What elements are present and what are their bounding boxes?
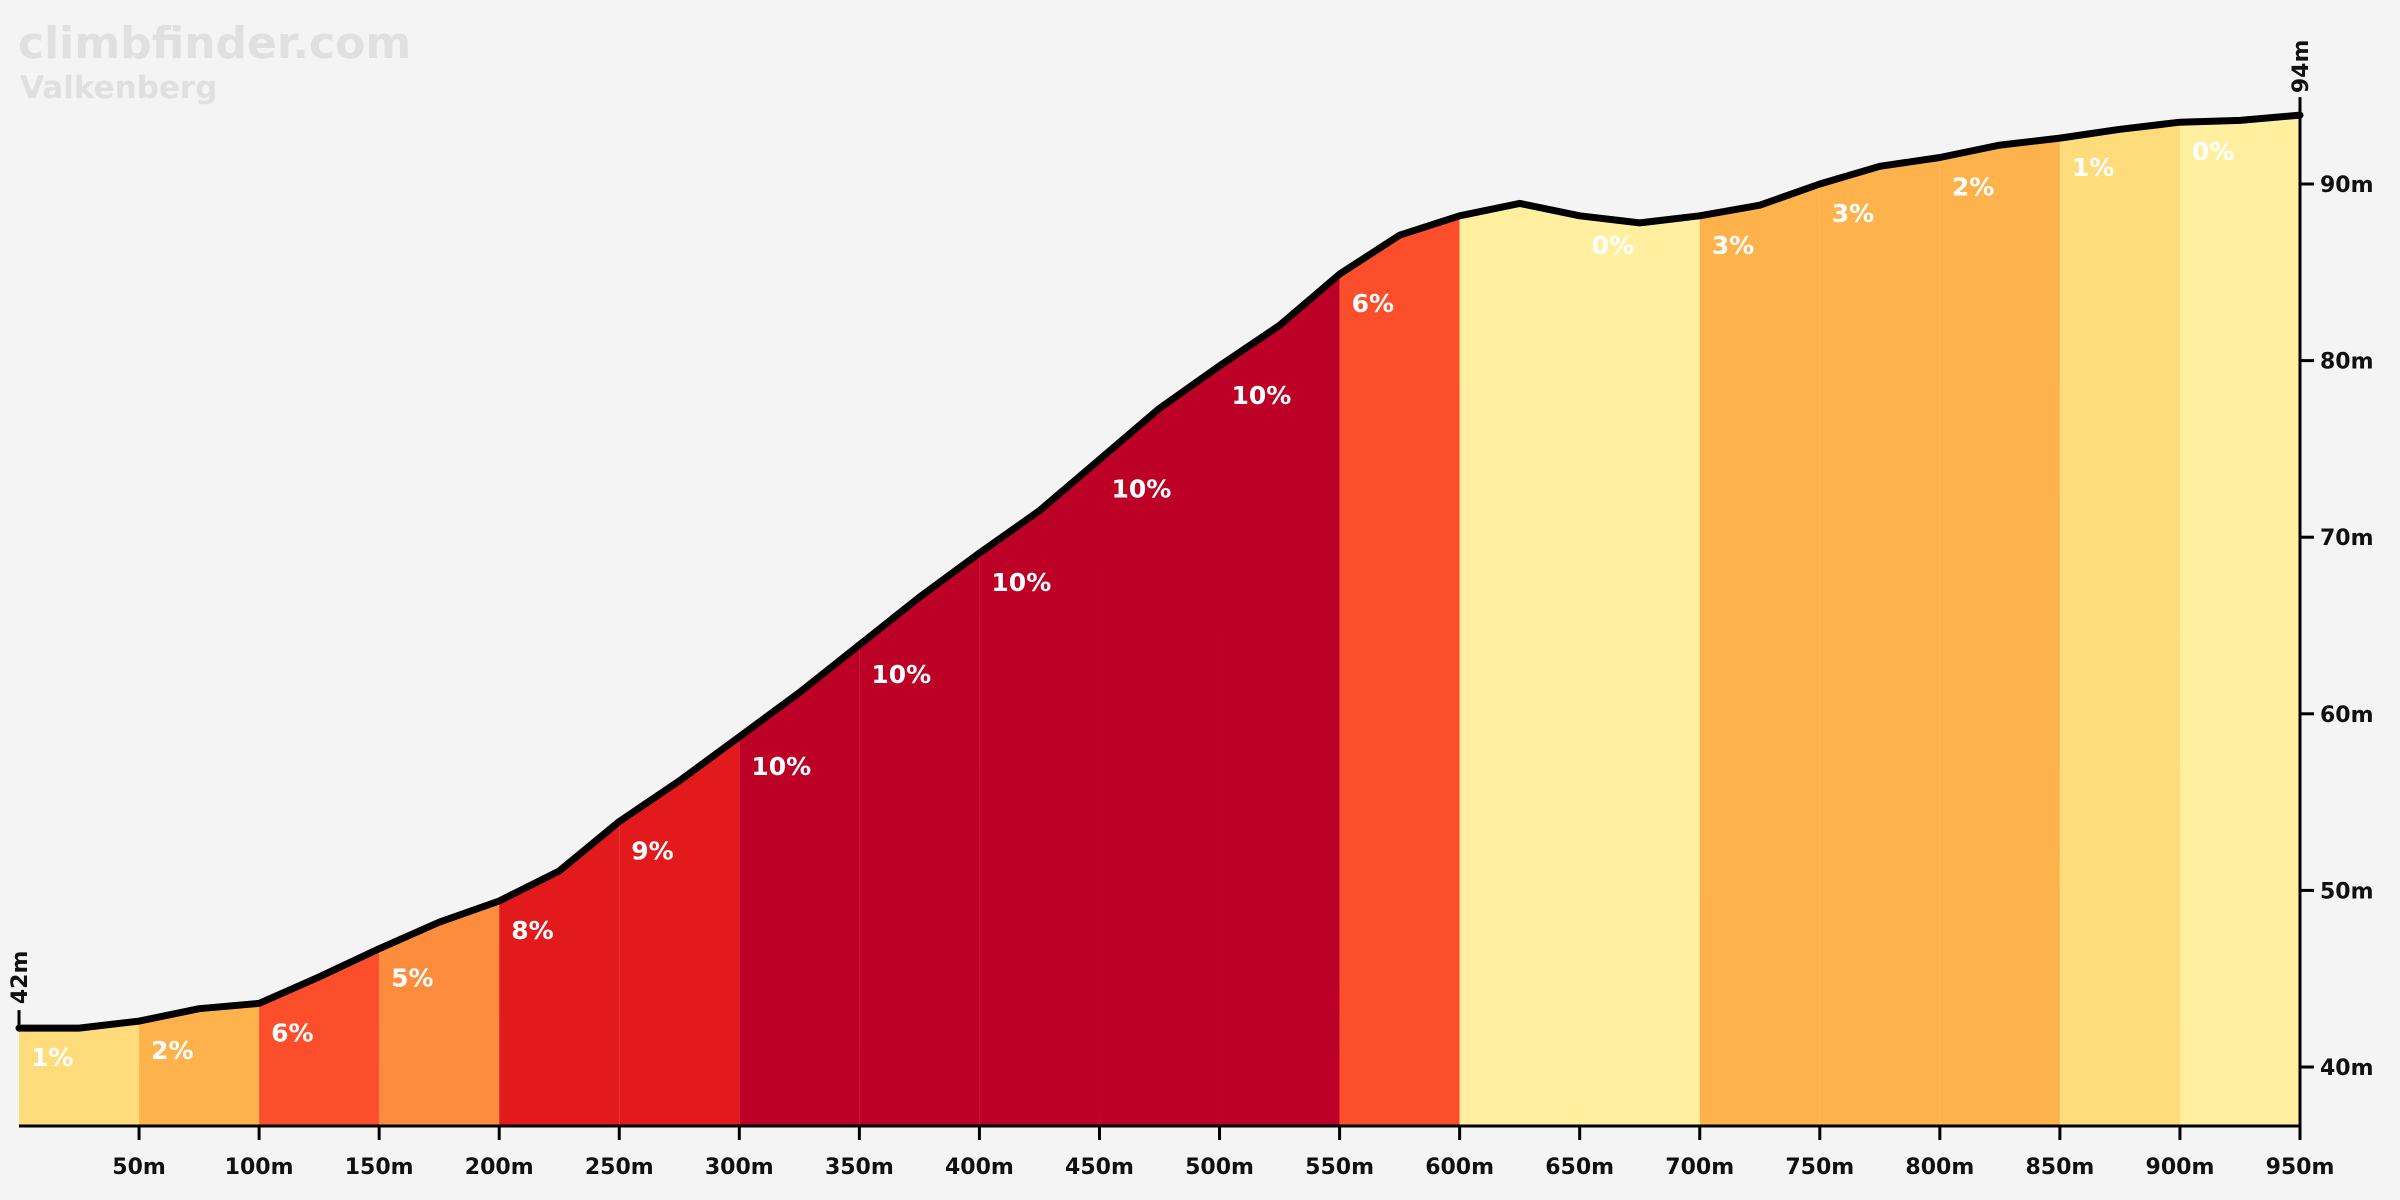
gradient-label-11: 10% xyxy=(1232,381,1292,410)
gradient-segments xyxy=(19,115,2300,1127)
x-tick-label: 550m xyxy=(1305,1155,1374,1180)
start-elevation-label: 42m xyxy=(8,951,33,1005)
x-tick-label: 750m xyxy=(1785,1155,1854,1180)
gradient-label-3: 6% xyxy=(271,1018,313,1047)
gradient-label-16: 3% xyxy=(1832,199,1874,228)
gradient-segment-13 xyxy=(1459,203,1580,1126)
x-tick-label: 200m xyxy=(465,1155,534,1180)
gradient-segment-10 xyxy=(1099,365,1220,1126)
x-tick-label: 500m xyxy=(1185,1155,1254,1180)
x-tick-label: 700m xyxy=(1665,1155,1734,1180)
gradient-label-15: 3% xyxy=(1712,231,1754,260)
gradient-label-14: 0% xyxy=(1592,231,1634,260)
gradient-labels: 1% 2% 6% 5% 8% 9% 10% 10% 10% 10% 10% 6% 0% 3% 3% 2% 1% 0… xyxy=(31,137,2234,1072)
y-axis: 40m 50m 60m 70m 80m 90m xyxy=(2298,115,2374,1126)
gradient-segment-11 xyxy=(1219,274,1340,1127)
y-tick-label: 60m xyxy=(2320,703,2374,728)
y-tick-label: 50m xyxy=(2320,879,2374,904)
profile-line xyxy=(15,111,2304,1032)
x-tick-label: 50m xyxy=(112,1155,166,1180)
x-tick-label: 650m xyxy=(1545,1155,1614,1180)
x-tick-label: 250m xyxy=(585,1155,654,1180)
x-axis: 50m 100m 150m 200m 250m 300m 350m 400m 450m 500m 5… xyxy=(19,1124,2335,1180)
x-tick-label: 950m xyxy=(2266,1155,2335,1180)
gradient-label-6: 9% xyxy=(631,837,673,866)
gradient-label-7: 10% xyxy=(751,752,811,781)
profile-outline xyxy=(15,111,2304,1032)
gradient-label-17: 2% xyxy=(1952,173,1994,202)
y-tick-label: 90m xyxy=(2320,173,2374,198)
end-elevation-label: 94m xyxy=(2289,40,2314,94)
gradient-segment-5 xyxy=(499,821,620,1126)
x-tick-label: 900m xyxy=(2146,1155,2215,1180)
gradient-label-4: 5% xyxy=(391,964,433,993)
gradient-label-10: 10% xyxy=(1111,474,1171,503)
gradient-label-8: 10% xyxy=(871,660,931,689)
y-tick-label: 70m xyxy=(2320,526,2374,551)
x-tick-label: 800m xyxy=(1905,1155,1974,1180)
gradient-label-1: 1% xyxy=(31,1043,73,1072)
x-tick-label: 350m xyxy=(825,1155,894,1180)
gradient-segment-9 xyxy=(979,459,1100,1126)
gradient-segment-2 xyxy=(139,1003,260,1126)
gradient-segment-18 xyxy=(2059,122,2180,1126)
gradient-label-12: 6% xyxy=(1352,289,1394,318)
gradient-label-18: 1% xyxy=(2072,153,2114,182)
x-tick-label: 300m xyxy=(705,1155,774,1180)
watermark-climb: Valkenberg xyxy=(20,70,217,106)
gradient-label-5: 8% xyxy=(511,916,553,945)
gradient-segment-15 xyxy=(1699,184,1820,1126)
gradient-segment-6 xyxy=(619,736,740,1126)
gradient-segment-16 xyxy=(1819,157,1940,1126)
gradient-segment-14 xyxy=(1579,215,1700,1127)
gradient-segment-19 xyxy=(2179,115,2300,1127)
watermark-site: climbfinder.com xyxy=(18,18,411,69)
x-tick-label: 600m xyxy=(1425,1155,1494,1180)
gradient-segment-4 xyxy=(379,901,500,1126)
gradient-label-19: 0% xyxy=(2192,137,2234,166)
gradient-segment-8 xyxy=(859,553,980,1126)
gradient-label-2: 2% xyxy=(151,1036,193,1065)
x-tick-label: 400m xyxy=(945,1155,1014,1180)
x-tick-label: 100m xyxy=(225,1155,294,1180)
y-tick-label: 40m xyxy=(2320,1056,2374,1081)
gradient-segment-1 xyxy=(19,1021,140,1126)
elevation-markers: 42m 94m xyxy=(8,40,2314,1029)
gradient-segment-7 xyxy=(739,644,860,1126)
x-tick-label: 450m xyxy=(1065,1155,1134,1180)
gradient-segment-12 xyxy=(1339,215,1460,1127)
x-tick-label: 850m xyxy=(2025,1155,2094,1180)
y-tick-label: 80m xyxy=(2320,350,2374,375)
gradient-label-9: 10% xyxy=(991,568,1051,597)
x-tick-label: 150m xyxy=(345,1155,414,1180)
gradient-segment-17 xyxy=(1939,138,2060,1127)
